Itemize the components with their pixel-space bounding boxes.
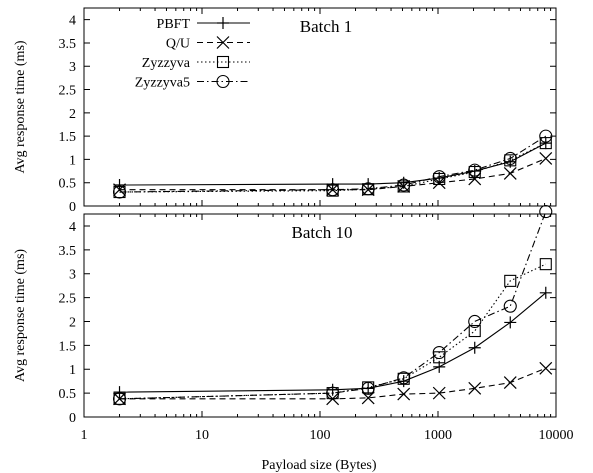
series-pbft <box>113 286 552 399</box>
data-point <box>432 170 446 184</box>
y-tick-label: 0.5 <box>59 387 77 402</box>
legend-label: Zyzzyva5 <box>135 76 190 91</box>
series-line <box>119 157 546 191</box>
y-tick-label: 3.5 <box>59 37 77 52</box>
data-point <box>503 151 517 166</box>
y-tick-label: 2 <box>69 107 76 122</box>
x-tick-label: 10000 <box>539 428 574 443</box>
data-point <box>539 205 553 219</box>
data-point <box>503 166 517 180</box>
data-point <box>468 314 482 329</box>
data-point <box>539 137 552 150</box>
y-tick-label: 2.5 <box>59 84 77 99</box>
data-point <box>361 381 375 395</box>
y-axis-label: Avg response time (ms) <box>13 249 28 382</box>
data-point <box>539 286 552 299</box>
data-point <box>397 375 410 388</box>
data-point <box>326 383 339 396</box>
data-point <box>397 371 411 385</box>
x-tick-label: 1000 <box>424 428 452 443</box>
data-point <box>432 345 446 360</box>
y-tick-label: 1 <box>69 153 76 168</box>
panel-title: Batch 1 <box>300 17 352 36</box>
legend: PBFT Q/U Zyzzyva Zyzzyva5 <box>135 17 250 91</box>
data-point <box>539 361 553 375</box>
data-point <box>539 258 552 271</box>
data-point <box>503 376 517 390</box>
data-point <box>539 129 553 143</box>
data-point <box>504 274 517 287</box>
legend-marker <box>217 17 229 29</box>
x-tick-label: 1 <box>81 428 88 443</box>
data-point <box>468 381 482 395</box>
plot-frame <box>83 7 557 207</box>
data-point <box>468 341 481 354</box>
y-tick-label: 3.5 <box>59 244 77 259</box>
y-tick-label: 1.5 <box>59 339 77 354</box>
legend-label: PBFT <box>157 17 191 32</box>
data-point <box>539 137 552 150</box>
data-point <box>361 391 375 405</box>
y-tick-label: 0 <box>69 200 76 215</box>
data-point <box>361 182 375 196</box>
data-point <box>113 183 126 197</box>
legend-marker <box>216 74 230 89</box>
data-point <box>397 178 411 192</box>
series-line <box>119 367 546 400</box>
y-tick-label: 3 <box>69 60 76 75</box>
data-point <box>432 386 446 400</box>
y-tick-label: 2 <box>69 315 76 330</box>
data-point <box>504 316 517 329</box>
y-tick-label: 4 <box>69 14 76 29</box>
x-axis-label: Payload size (Bytes) <box>261 458 376 473</box>
data-point <box>112 185 127 199</box>
data-point <box>113 386 126 399</box>
series-zyzzyva <box>113 258 552 405</box>
data-point <box>468 163 482 177</box>
legend-marker <box>216 36 230 49</box>
panel-title: Batch 10 <box>292 223 353 242</box>
series-pbft <box>113 137 552 192</box>
data-point <box>397 387 411 401</box>
panel-1: 0 0.5 1 1.5 2 2.5 3 3.5 4 Avg response time (ms) B… <box>13 7 557 215</box>
series-zyzzyva5 <box>112 129 553 199</box>
y-tick-label: 1 <box>69 363 76 378</box>
legend-label: Zyzzyva <box>142 56 191 71</box>
y-tick-label: 2.5 <box>59 292 77 307</box>
data-point <box>326 386 340 400</box>
series-line <box>119 263 547 400</box>
plot-frame <box>83 213 557 418</box>
data-point <box>326 183 340 197</box>
y-tick-label: 4 <box>69 220 76 235</box>
y-tick-label: 0.5 <box>59 177 77 192</box>
y-axis-label: Avg response time (ms) <box>13 40 28 173</box>
data-point <box>503 299 517 313</box>
x-tick-label: 10 <box>195 428 209 443</box>
y-tick-label: 1.5 <box>59 130 77 145</box>
data-point <box>112 392 127 406</box>
y-tick-label: 3 <box>69 268 76 283</box>
data-point <box>539 152 553 165</box>
panel-2: 0 0.5 1 1.5 2 2.5 3 3.5 4 1 10 100 1000 10000 Avg resp… <box>13 205 574 443</box>
data-point <box>468 324 481 338</box>
x-tick-label: 100 <box>310 428 331 443</box>
legend-label: Q/U <box>166 37 190 52</box>
y-tick-label: 0 <box>69 411 76 426</box>
chart-panels: 0 0.5 1 1.5 2 2.5 3 3.5 4 Avg response time (ms) B… <box>13 7 574 443</box>
legend-marker <box>216 55 230 69</box>
series-line <box>119 292 547 393</box>
series-zyzzyva5 <box>112 205 553 406</box>
